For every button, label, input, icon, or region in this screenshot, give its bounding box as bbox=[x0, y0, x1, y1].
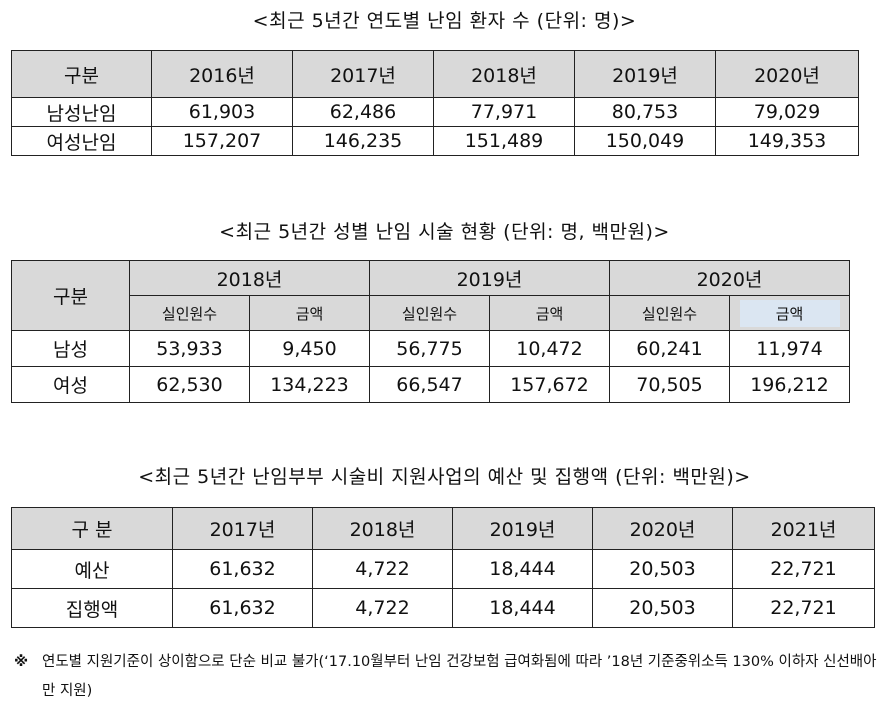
table-cell: 70,505 bbox=[609, 366, 730, 403]
header-gubun: 구분 bbox=[11, 260, 130, 331]
row-label: 남성난임 bbox=[11, 97, 152, 127]
table-cell: 77,971 bbox=[433, 97, 575, 127]
header-year: 2019년 bbox=[574, 50, 716, 98]
table-cell: 18,444 bbox=[452, 588, 593, 628]
table-cell: 62,530 bbox=[129, 366, 250, 403]
table-header-row: 구분 2018년 2019년 2020년 bbox=[11, 260, 850, 331]
table-cell: 20,503 bbox=[592, 549, 733, 589]
header-year: 2018년 bbox=[312, 507, 453, 550]
table-cell: 62,486 bbox=[292, 97, 434, 127]
header-year: 2016년 bbox=[151, 50, 293, 98]
header-year: 2017년 bbox=[172, 507, 313, 550]
header-year: 2020년 bbox=[609, 260, 850, 296]
table-row: 남성난임 61,903 62,486 77,971 80,753 79,029 bbox=[11, 97, 859, 127]
subheader-count: 실인원수 bbox=[609, 295, 730, 331]
row-label: 예산 bbox=[11, 549, 173, 589]
table-cell: 79,029 bbox=[715, 97, 859, 127]
table-cell: 53,933 bbox=[129, 330, 250, 367]
table-row: 예산 61,632 4,722 18,444 20,503 22,721 bbox=[11, 549, 875, 589]
footnote-text: 연도별 지원기준이 상이함으로 단순 비교 불가(‘17.10월부터 난임 건강… bbox=[42, 654, 877, 699]
table-cell: 134,223 bbox=[249, 366, 370, 403]
table-cell: 9,450 bbox=[249, 330, 370, 367]
subheader-amount: 금액 bbox=[249, 295, 370, 331]
table-cell: 4,722 bbox=[312, 588, 453, 628]
header-gubun: 구분 bbox=[11, 50, 152, 98]
header-year: 2020년 bbox=[592, 507, 733, 550]
table-cell: 18,444 bbox=[452, 549, 593, 589]
header-gubun: 구 분 bbox=[11, 507, 173, 550]
header-year: 2019년 bbox=[369, 260, 610, 296]
table-cell: 61,903 bbox=[151, 97, 293, 127]
table2-title: <최근 5년간 성별 난임 시술 현황 (단위: 명, 백만원)> bbox=[219, 221, 670, 243]
header-year: 2019년 bbox=[452, 507, 593, 550]
subheader-amount: 금액 bbox=[489, 295, 610, 331]
header-year: 2018년 bbox=[129, 260, 370, 296]
table-header-row: 구 분 2017년 2018년 2019년 2020년 2021년 bbox=[11, 507, 875, 550]
table-cell: 20,503 bbox=[592, 588, 733, 628]
table-cell: 157,672 bbox=[489, 366, 610, 403]
table3-title: <최근 5년간 난임부부 시술비 지원사업의 예산 및 집행액 (단위: 백만원… bbox=[138, 466, 751, 488]
footnote: ※ 연도별 지원기준이 상이함으로 단순 비교 불가(‘17.10월부터 난임 … bbox=[14, 648, 882, 706]
table-cell: 66,547 bbox=[369, 366, 490, 403]
table-cell: 22,721 bbox=[732, 549, 875, 589]
table1-title: <최근 5년간 연도별 난임 환자 수 (단위: 명)> bbox=[252, 10, 637, 32]
table-cell: 146,235 bbox=[292, 126, 434, 156]
table-cell: 60,241 bbox=[609, 330, 730, 367]
highlighted-cell-text: 금액 bbox=[739, 299, 840, 327]
table-row: 집행액 61,632 4,722 18,444 20,503 22,721 bbox=[11, 588, 875, 628]
row-label: 여성난임 bbox=[11, 126, 152, 156]
subheader-count: 실인원수 bbox=[129, 295, 250, 331]
reference-mark: ※ bbox=[14, 654, 29, 670]
row-label: 집행액 bbox=[11, 588, 173, 628]
table-cell: 11,974 bbox=[729, 330, 850, 367]
budget-execution-table: 구 분 2017년 2018년 2019년 2020년 2021년 예산 61,… bbox=[11, 507, 875, 628]
table-cell: 61,632 bbox=[172, 549, 313, 589]
table-cell: 151,489 bbox=[433, 126, 575, 156]
table-row: 남성 53,933 9,450 56,775 10,472 60,241 11,… bbox=[11, 330, 850, 367]
infertility-treatment-table: 구분 2018년 2019년 2020년 실인원수 금액 실인원수 금액 실인원… bbox=[11, 260, 850, 403]
header-year: 2021년 bbox=[732, 507, 875, 550]
table-cell: 150,049 bbox=[574, 126, 716, 156]
table-cell: 4,722 bbox=[312, 549, 453, 589]
table-subheader-row: 실인원수 금액 실인원수 금액 실인원수 금액 bbox=[12, 295, 850, 331]
header-year: 2020년 bbox=[715, 50, 859, 98]
table-cell: 196,212 bbox=[729, 366, 850, 403]
subheader-amount-highlighted: 금액 bbox=[729, 295, 850, 331]
table-cell: 80,753 bbox=[574, 97, 716, 127]
table-header-row: 구분 2016년 2017년 2018년 2019년 2020년 bbox=[11, 50, 859, 98]
subheader-count: 실인원수 bbox=[369, 295, 490, 331]
table-row: 여성 62,530 134,223 66,547 157,672 70,505 … bbox=[11, 366, 850, 403]
row-label: 남성 bbox=[11, 330, 130, 367]
header-year: 2017년 bbox=[292, 50, 434, 98]
table-cell: 22,721 bbox=[732, 588, 875, 628]
infertility-patients-table: 구분 2016년 2017년 2018년 2019년 2020년 남성난임 61… bbox=[11, 50, 859, 156]
table-cell: 157,207 bbox=[151, 126, 293, 156]
header-year: 2018년 bbox=[433, 50, 575, 98]
row-label: 여성 bbox=[11, 366, 130, 403]
table-cell: 61,632 bbox=[172, 588, 313, 628]
table-cell: 56,775 bbox=[369, 330, 490, 367]
table-row: 여성난임 157,207 146,235 151,489 150,049 149… bbox=[11, 126, 859, 156]
table-cell: 10,472 bbox=[489, 330, 610, 367]
table-cell: 149,353 bbox=[715, 126, 859, 156]
